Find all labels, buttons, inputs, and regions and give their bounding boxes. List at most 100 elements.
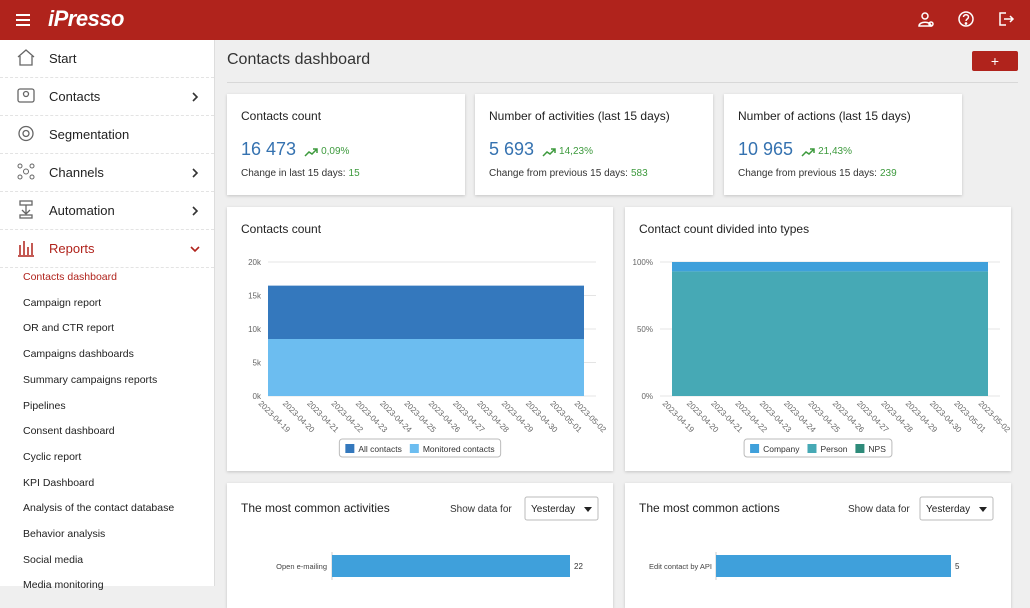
submenu-item[interactable]: Pipelines [23,399,66,412]
kpi-delta: 239 [879,168,897,179]
legend: All contacts Monitored contacts [338,438,502,458]
filter-label: Show data for [848,504,910,515]
trend-shape [304,148,318,157]
submenu-item[interactable]: Summary campaigns reports [23,373,158,386]
menu-toggle[interactable] [15,12,31,28]
submenu-item[interactable]: OR and CTR report [23,322,115,335]
kpi-value: 5 693 [489,139,535,159]
select-box [919,496,994,521]
top-bar: iPresso [0,0,1030,40]
legend-item[interactable]: Monitored contacts [409,444,495,454]
logout-icon[interactable] [999,12,1015,26]
kpi-note: Change in last 15 days: 15 [241,168,360,179]
submenu-item[interactable]: Campaigns dashboards [23,348,134,361]
legend-item[interactable]: Company [750,444,800,454]
y-tick-label: 15k [248,292,262,301]
icon-shape [29,163,35,169]
legend-label: Company [763,444,800,454]
menu-label: Contacts [49,89,101,104]
area [672,262,988,272]
chart-card: Contact count divided into types 0% 50% 100… [625,207,1011,471]
menu-item[interactable]: Start [0,40,214,78]
chart-card: The most common activities Show data for Y… [227,483,613,608]
icon-shape [17,88,35,103]
kpi-note-text: Change from previous 15 days: [738,168,877,179]
menu-label: Segmentation [49,127,130,142]
legend-label: NPS [868,444,886,454]
icon-shape [17,163,23,169]
kpi-value: 10 965 [738,139,794,159]
user-settings-icon[interactable] [918,12,934,27]
header-icons [918,11,1015,27]
area [672,271,988,396]
y-tick-label: 5k [253,359,262,368]
legend-swatch [345,444,355,453]
kpi-trend: 21,43% [818,146,852,157]
icon-shape [19,200,33,206]
y-tick-label: 0% [641,392,653,401]
menu-item[interactable]: Reports [0,230,214,268]
kpi-card: Number of activities (last 15 days) 5 693… [475,94,713,195]
legend-item[interactable]: All contacts [345,444,402,454]
legend: Company Person NPS [743,438,893,458]
icon-shape [21,205,31,215]
brand-logo[interactable]: iPresso [48,6,125,31]
menu-item[interactable]: Segmentation [0,116,214,154]
chart-card: Contacts count 0k 5k 10k 15k 20k 2023-04-19 202… [227,207,613,471]
kpi-title: Number of activities (last 15 days) [489,109,670,123]
menu-label: Channels [49,165,104,180]
kpi-note-text: Change from previous 15 days: [489,168,628,179]
chart: The most common activities Show data for Y… [241,496,599,580]
menu-icon [17,88,35,103]
chart-card: The most common actions Show data for Yest… [625,483,1011,608]
submenu-item[interactable]: Cyclic report [23,450,82,463]
menu-icon [18,241,34,257]
icon-shape [19,214,33,219]
chart-title: The most common activities [241,501,390,515]
y-tick-label: 20k [248,258,262,267]
menu-chevron [192,92,199,102]
submenu-item[interactable]: KPI Dashboard [23,476,95,489]
title-separator [227,82,1018,83]
icon-shape [23,168,29,175]
trend-shape [542,148,556,157]
submenu-item[interactable]: Analysis of the contact database [23,502,175,515]
chart-title: Contact count divided into types [639,222,809,236]
y-tick-label: Edit contact by API [649,562,712,571]
chevron-shape [190,246,200,253]
kpi-delta: 15 [348,168,360,179]
chart-title: The most common actions [639,501,780,515]
add-button[interactable]: + [972,51,1018,71]
menu-item[interactable]: Contacts [0,78,214,116]
select-value: Yesterday [531,504,575,515]
filter-select[interactable]: Yesterday [524,496,599,521]
value-label: 5 [955,562,960,571]
page-title: Contacts dashboard [227,51,371,68]
chart: The most common actions Show data for Yest… [639,496,994,580]
submenu-item[interactable]: Campaign report [23,296,102,309]
y-tick-label: 100% [633,258,653,267]
filter-select[interactable]: Yesterday [919,496,994,521]
submenu-item[interactable]: Contacts dashboard [23,271,117,283]
menu-item[interactable]: Channels [0,154,214,192]
legend-swatch [855,444,865,453]
submenu-item[interactable]: Behavior analysis [23,528,106,540]
chevron-shape [192,206,199,216]
y-tick-label: 50% [637,325,653,334]
submenu-item[interactable]: Consent dashboard [23,425,115,438]
area [268,339,584,396]
legend-item[interactable]: Person [807,444,848,454]
y-tick-label: Open e-mailing [276,562,327,571]
menu-item[interactable]: Automation [0,192,214,230]
trend-icon [801,148,815,157]
help-icon[interactable] [958,11,974,27]
sidebar: Start Contacts Segmentation Channels Automat… [0,40,215,591]
icon-shape [18,241,34,257]
submenu-item[interactable]: Media monitoring [23,579,104,592]
submenu-item[interactable]: Social media [23,553,84,566]
legend-item[interactable]: NPS [855,444,886,454]
menu-chevron [192,206,199,216]
legend-label: All contacts [358,444,401,454]
legend-box [743,438,893,458]
